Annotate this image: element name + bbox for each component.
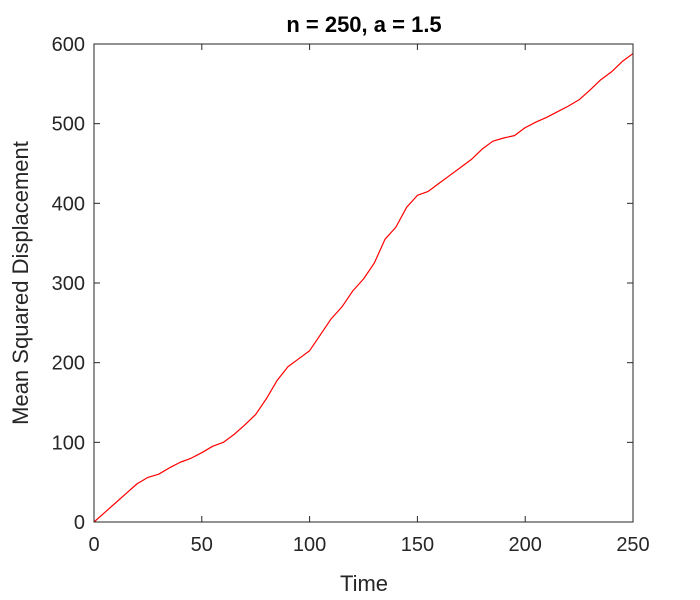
x-axis-label: Time [340, 571, 388, 596]
y-tick-label: 200 [52, 353, 85, 375]
y-tick-label: 100 [52, 432, 85, 454]
y-tick-label: 400 [52, 193, 85, 215]
y-axis-label: Mean Squared Displacement [8, 141, 33, 425]
y-tick-label: 600 [52, 34, 85, 56]
x-tick-label: 0 [88, 534, 99, 556]
series-line-0 [93, 53, 634, 523]
y-tick-label: 300 [52, 273, 85, 295]
x-tick-label: 100 [293, 534, 326, 556]
x-tick-label: 50 [191, 534, 213, 556]
plot-area: 0 50 100 150 200 250 0 100 200 300 400 500 600 [52, 34, 650, 556]
x-tick-label: 200 [509, 534, 542, 556]
x-tick-label: 250 [616, 534, 649, 556]
x-tick-label: 150 [401, 534, 434, 556]
y-tick-label: 500 [52, 114, 85, 136]
y-tick-label: 0 [74, 512, 85, 534]
chart-title: n = 250, a = 1.5 [286, 12, 441, 37]
